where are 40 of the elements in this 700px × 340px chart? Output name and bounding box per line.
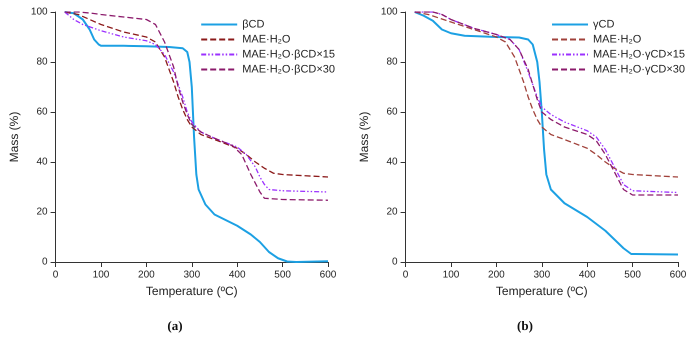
x-tick-label: 100 xyxy=(442,270,460,280)
x-tick-label: 100 xyxy=(92,270,110,280)
text: (a) xyxy=(167,318,183,333)
y-tick-label: 60 xyxy=(36,106,48,118)
x-tick-label: 400 xyxy=(228,270,246,280)
y-tick-label: 100 xyxy=(380,6,398,18)
y-tick-label: 80 xyxy=(36,56,48,68)
y-tick-label: 0 xyxy=(42,256,48,268)
y-tick-label: 60 xyxy=(386,106,398,118)
x-tick-label: 500 xyxy=(274,270,292,280)
y-tick-label: 80 xyxy=(386,56,398,68)
x-tick-label: 200 xyxy=(488,270,506,280)
y-axis-title: Mass (%) xyxy=(7,112,21,162)
y-tick-label: 20 xyxy=(386,206,398,218)
x-tick-label: 300 xyxy=(183,270,201,280)
legend-label: γCD xyxy=(593,18,614,30)
legend-label: MAE·H₂O xyxy=(242,34,291,46)
x-tick-label: 0 xyxy=(52,270,59,280)
x-axis-title: Temperature (ºC) xyxy=(496,284,588,298)
x-tick-label: 400 xyxy=(578,270,596,280)
x-tick-label: 200 xyxy=(138,270,156,280)
y-tick-label: 20 xyxy=(36,206,48,218)
x-tick-label: 500 xyxy=(624,270,642,280)
legend-label: βCD xyxy=(242,18,264,30)
x-tick-label: 600 xyxy=(320,270,337,280)
legend-label: MAE·H₂O·βCD×30 xyxy=(242,64,336,76)
x-tick-label: 600 xyxy=(670,270,687,280)
legend-label: MAE·H₂O·βCD×15 xyxy=(242,48,336,60)
legend-label: MAE·H₂O xyxy=(593,34,642,46)
y-tick-label: 0 xyxy=(392,256,398,268)
y-tick-label: 100 xyxy=(30,6,48,18)
text: (b) xyxy=(517,318,533,333)
legend-label: MAE·H₂O·γCD×15 xyxy=(593,48,686,60)
y-tick-label: 40 xyxy=(36,156,48,168)
x-tick-label: 0 xyxy=(402,270,409,280)
x-axis-title: Temperature (ºC) xyxy=(146,284,238,298)
legend-label: MAE·H₂O·γCD×30 xyxy=(593,64,686,76)
y-axis-title: Mass (%) xyxy=(357,112,371,162)
y-tick-label: 40 xyxy=(386,156,398,168)
x-tick-label: 300 xyxy=(533,270,551,280)
